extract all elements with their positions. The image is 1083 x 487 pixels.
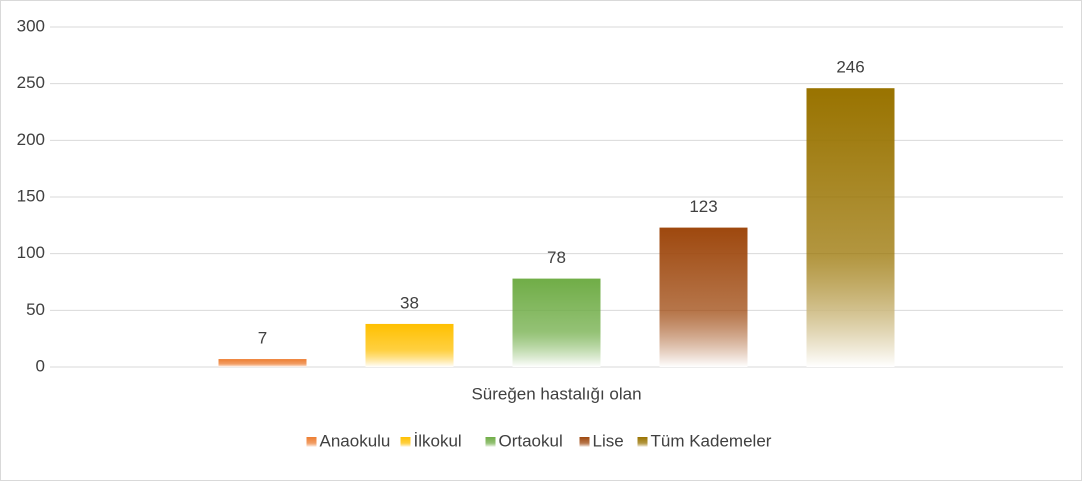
y-tick-label: 50 [26, 300, 45, 319]
bar [659, 227, 748, 367]
y-tick-label: 200 [17, 130, 45, 149]
bar [806, 88, 895, 367]
legend-swatch [579, 437, 590, 447]
legend-swatch [306, 437, 317, 447]
legend-swatch [485, 437, 496, 447]
data-label: 7 [258, 329, 267, 348]
data-label: 123 [689, 197, 717, 216]
legend-label: İlkokul [414, 431, 462, 450]
y-tick-label: 250 [17, 73, 45, 92]
data-label: 246 [836, 58, 864, 77]
data-label: 78 [547, 248, 566, 267]
bar [365, 323, 454, 367]
y-tick-label: 300 [17, 16, 45, 35]
legend-label: Lise [593, 431, 624, 450]
legend-swatch [400, 437, 411, 447]
x-tick-label: Süreğen hastalığı olan [471, 384, 641, 403]
bar [512, 278, 601, 367]
legend-label: Anaokulu [320, 431, 391, 450]
legend-swatch [637, 437, 648, 447]
legend-label: Tüm Kademeler [651, 431, 772, 450]
y-tick-label: 150 [17, 186, 45, 205]
y-tick-label: 0 [36, 356, 45, 375]
data-label: 38 [400, 293, 419, 312]
legend-label: Ortaokul [499, 431, 563, 450]
y-tick-label: 100 [17, 243, 45, 262]
bar [218, 359, 307, 367]
